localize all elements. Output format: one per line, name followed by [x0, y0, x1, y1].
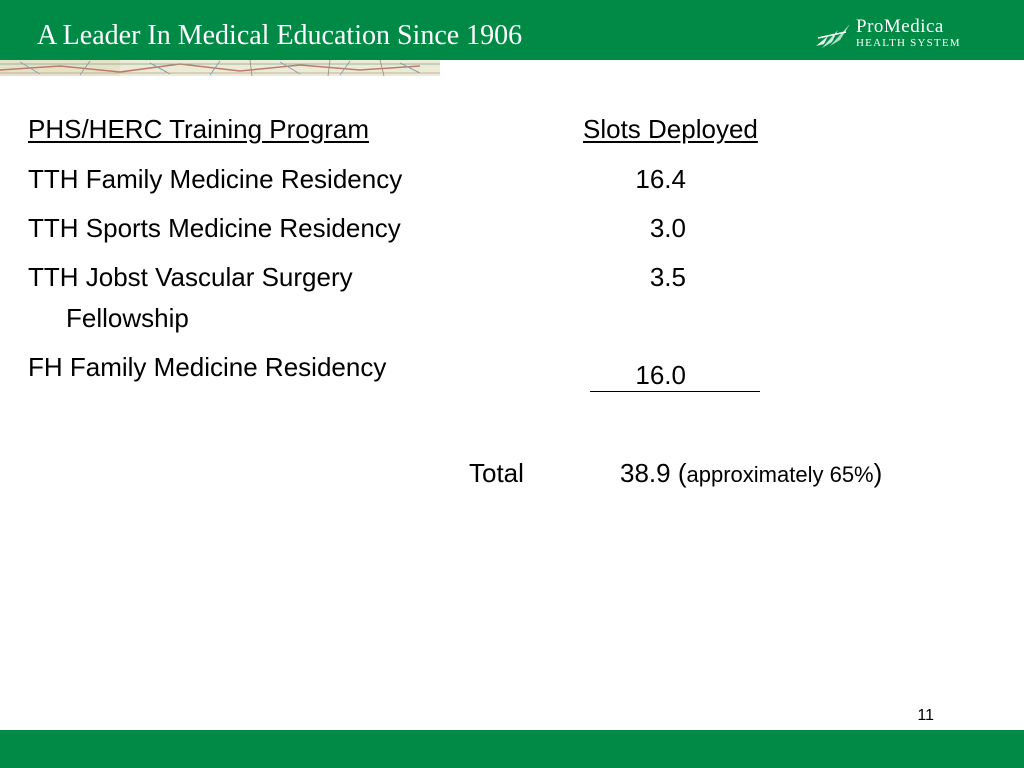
slots-row-1: 16.4 [635, 164, 686, 194]
slots-row-2: 3.0 [649, 213, 686, 243]
slots-row-4: 16.0 [635, 360, 686, 390]
total-label: Total [469, 458, 524, 488]
program-row-3: TTH Jobst Vascular Surgery [28, 262, 353, 292]
program-row-1: TTH Family Medicine Residency [28, 164, 403, 194]
page-title: A Leader In Medical Education Since 1906 [37, 20, 523, 51]
total-value: 38.9 [620, 458, 671, 488]
total-note-close: ) [873, 458, 883, 488]
logo-mark-icon [816, 24, 850, 48]
map-strip-decoration [0, 60, 1024, 76]
page-number: 11 [917, 707, 934, 724]
program-column-header: PHS/HERC Training Program [28, 114, 369, 144]
program-row-4: FH Family Medicine Residency [28, 352, 387, 382]
footer-bar [0, 730, 1024, 768]
total-value-line: 38.9 (approximately 65%) [620, 458, 882, 490]
slots-row-3: 3.5 [649, 262, 686, 292]
program-row-2: TTH Sports Medicine Residency [28, 213, 401, 243]
total-divider-line [590, 391, 760, 392]
promedica-logo: ProMedica HEALTH SYSTEM [812, 16, 1002, 56]
total-note-open: ( [677, 458, 687, 488]
total-note: approximately 65% [686, 462, 874, 487]
logo-tagline: HEALTH SYSTEM [856, 37, 961, 49]
program-row-3-continued: Fellowship [66, 303, 189, 333]
slots-column-header: Slots Deployed [583, 114, 758, 144]
logo-name: ProMedica [856, 16, 944, 37]
header-bar: A Leader In Medical Education Since 1906… [0, 0, 1024, 60]
